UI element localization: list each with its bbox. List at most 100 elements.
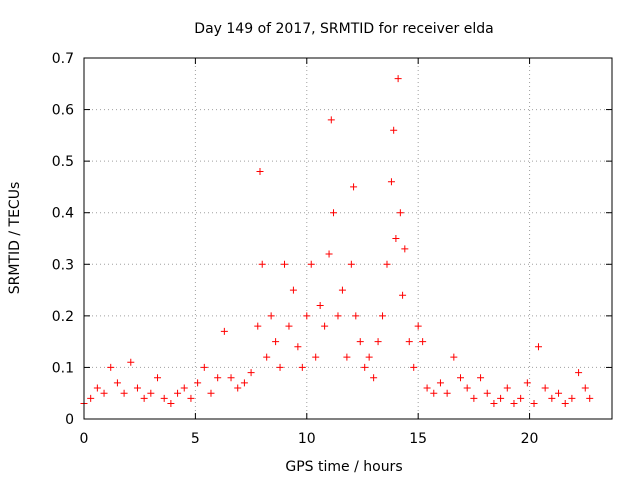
plot-frame <box>83 57 613 420</box>
data-point <box>272 338 280 346</box>
data-point <box>298 363 306 371</box>
data-point <box>307 260 315 268</box>
data-point <box>541 384 549 392</box>
x-tick-label: 15 <box>409 431 427 447</box>
data-point <box>477 374 485 382</box>
data-point <box>285 322 293 330</box>
data-point <box>312 353 320 361</box>
data-point <box>470 394 478 402</box>
data-point <box>256 167 264 175</box>
x-tick-label: 20 <box>521 431 539 447</box>
data-point <box>303 312 311 320</box>
data-point <box>343 353 351 361</box>
data-point <box>510 400 518 408</box>
data-point <box>220 327 228 335</box>
data-point <box>227 374 235 382</box>
data-point <box>561 400 569 408</box>
data-point <box>334 312 342 320</box>
data-point <box>321 322 329 330</box>
data-point <box>247 369 255 377</box>
x-tick-label: 5 <box>191 431 200 447</box>
data-point <box>392 235 400 242</box>
data-point <box>490 400 498 408</box>
data-point <box>390 126 398 134</box>
data-point <box>463 384 471 392</box>
y-tick-label: 0.7 <box>52 51 74 67</box>
data-point <box>113 379 121 387</box>
x-tick-label: 0 <box>80 431 89 447</box>
data-point <box>555 389 563 397</box>
y-axis-label: SRMTID / TECUs <box>7 182 23 295</box>
data-point <box>207 389 215 397</box>
data-points <box>80 75 594 408</box>
data-point <box>370 374 378 382</box>
data-point <box>327 116 335 124</box>
data-point <box>127 358 135 366</box>
data-point <box>419 338 427 346</box>
data-point <box>325 250 333 258</box>
y-tick-label: 0.4 <box>52 206 74 222</box>
data-point <box>294 343 302 351</box>
y-tick-label: 0.5 <box>52 154 74 170</box>
x-tick-label: 10 <box>298 431 316 447</box>
data-point <box>430 389 438 397</box>
data-point <box>356 338 364 346</box>
data-point <box>180 384 188 392</box>
y-tick-label: 0.1 <box>52 360 74 376</box>
data-point <box>350 183 358 191</box>
data-point <box>120 389 128 397</box>
data-point <box>443 389 451 397</box>
data-point <box>289 286 297 294</box>
y-tick-label: 0.3 <box>52 257 74 273</box>
data-point <box>423 384 431 392</box>
data-point <box>263 353 271 361</box>
data-point <box>568 394 576 402</box>
data-point <box>352 312 360 320</box>
data-point <box>410 363 418 371</box>
data-point <box>383 260 391 268</box>
data-point <box>330 209 338 217</box>
x-axis-label: GPS time / hours <box>285 459 402 475</box>
data-point <box>414 322 422 330</box>
data-point <box>396 209 404 217</box>
data-point <box>497 394 505 402</box>
data-point <box>338 286 346 294</box>
data-point <box>379 312 387 320</box>
data-point <box>523 379 531 387</box>
data-point <box>276 363 284 371</box>
data-point <box>234 384 242 392</box>
axis-ticks: 0 0.1 0.2 0.3 0.4 0.5 0.6 0.7 0 5 10 15 20 <box>52 51 612 447</box>
data-point <box>365 353 373 361</box>
data-point <box>194 379 202 387</box>
data-point <box>267 312 275 320</box>
data-point <box>450 353 458 361</box>
data-point <box>503 384 511 392</box>
data-point <box>93 384 101 392</box>
data-point <box>147 389 155 397</box>
grid <box>84 58 612 419</box>
y-tick-label: 0 <box>65 412 74 428</box>
data-point <box>394 75 402 83</box>
data-point <box>534 343 542 351</box>
data-point <box>548 394 556 402</box>
data-point <box>374 338 382 346</box>
data-point <box>281 260 289 268</box>
data-point <box>167 400 175 408</box>
data-point <box>387 178 395 186</box>
data-point <box>254 322 262 330</box>
data-point <box>316 302 324 310</box>
data-point <box>401 245 409 253</box>
data-point <box>200 363 208 371</box>
chart-title: Day 149 of 2017, SRMTID for receiver eld… <box>194 21 493 37</box>
data-point <box>100 389 108 397</box>
data-point <box>140 394 148 402</box>
data-point <box>457 374 465 382</box>
data-point <box>581 384 589 392</box>
data-point <box>399 291 407 299</box>
data-point <box>575 369 583 377</box>
data-point <box>240 379 248 387</box>
data-point <box>174 389 182 397</box>
data-point <box>405 338 413 346</box>
